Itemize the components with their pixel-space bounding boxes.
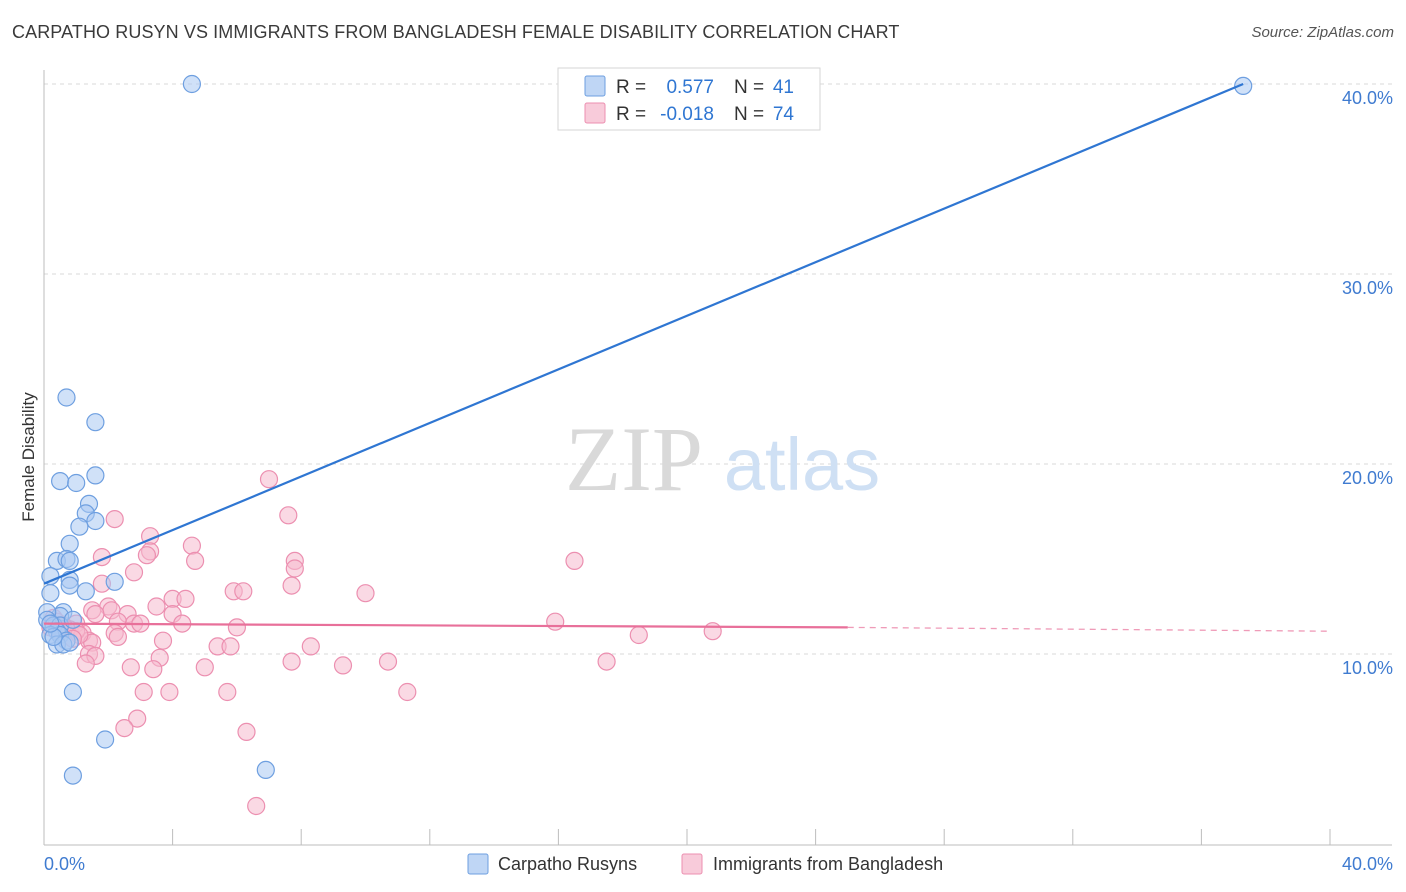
bangladesh-point [76,654,95,673]
carpatho-rusyn-point [70,517,89,536]
bangladesh-point [227,618,246,637]
axes [43,70,1392,846]
carpatho-rusyn-point [256,760,275,780]
carpatho-rusyn-point [86,413,105,432]
bangladesh-point [134,682,153,702]
bangladesh-point [121,658,140,677]
carpatho-rusyn-point [86,466,105,485]
y-tick-label: 10.0% [1342,658,1393,678]
bangladesh-point [144,660,163,679]
stats-swatch-pink [584,102,606,124]
stats-r-label-pink: R = [616,104,646,125]
legend-label-immigrants-from-bangladesh: Immigrants from Bangladesh [713,854,943,874]
trend-line-extension [847,626,1331,632]
bangladesh-point [282,652,301,671]
legend-swatch-carpatho-rusyns [467,853,489,875]
x-tick-label-max: 40.0% [1342,854,1393,874]
trend-line-carpatho-rusyns [43,82,1244,585]
carpatho-rusyn-point [63,766,83,785]
stats-n-value-pink: 74 [773,104,795,125]
bangladesh-point [115,718,134,738]
bangladesh-point [378,652,398,671]
carpatho-rusyn-point [60,576,79,595]
carpatho-rusyn-point [67,473,86,493]
bangladesh-point [237,722,256,742]
bangladesh-point [124,563,144,582]
bangladesh-point [565,551,584,571]
legend-swatch-immigrants-from-bangladesh [681,853,703,875]
bangladesh-point [285,559,304,578]
watermark: ZIP atlas [565,408,880,510]
carpatho-rusyn-point [41,584,60,603]
bangladesh-point [259,470,279,489]
bangladesh-point [186,551,205,571]
bangladesh-point [86,604,105,624]
bangladesh-point [160,682,179,702]
y-tick-labels: 10.0% 20.0% 30.0% 40.0% [1342,88,1393,678]
carpatho-rusyn-point [63,682,83,702]
stats-n-label-pink: N = [734,104,764,125]
stats-n-value-blue: 41 [773,77,794,98]
bangladesh-point [147,597,166,616]
bangladesh-point [247,796,266,816]
bangladesh-point [333,656,353,675]
stats-n-label-blue: N = [734,77,764,98]
bangladesh-point [176,589,195,609]
chart-title: CARPATHO RUSYN VS IMMIGRANTS FROM BANGLA… [12,22,900,42]
stats-legend: R = 0.577 N = 41 R = -0.018 N = 74 [557,67,821,131]
stats-r-value-blue: 0.577 [666,77,714,98]
bangladesh-point [128,709,147,728]
watermark-atlas: atlas [724,423,880,506]
bangladesh-point [195,658,214,677]
bangladesh-point [398,682,417,702]
carpatho-rusyn-point [63,610,83,629]
bangladesh-point [137,546,156,565]
x-tick-label-min: 0.0% [44,854,85,874]
bangladesh-point [546,612,565,631]
y-tick-label: 40.0% [1342,88,1393,108]
bangladesh-point [356,584,375,603]
bangladesh-point [279,506,298,525]
bangladesh-point [234,582,253,601]
bangladesh-point [105,509,124,529]
stats-r-label-blue: R = [616,77,646,98]
carpatho-rusyn-point [95,730,115,749]
carpatho-rusyn-point [60,534,79,553]
series-immigrants-from-bangladesh-points [41,470,722,816]
grid-lines [44,83,1392,655]
y-axis-label: Female Disability [19,392,38,522]
legend-label-carpatho-rusyns: Carpatho Rusyns [498,854,637,874]
bangladesh-point [301,637,320,656]
trend-lines [43,82,1331,632]
y-tick-label: 30.0% [1342,278,1393,298]
carpatho-rusyn-point [86,511,105,531]
bangladesh-point [282,576,301,595]
carpatho-rusyn-point [1234,76,1253,96]
watermark-zip: ZIP [565,408,703,510]
bangladesh-point [182,536,201,555]
bangladesh-point [703,622,722,641]
carpatho-rusyn-point [60,633,79,652]
bangladesh-point [629,625,648,645]
x-tick-labels: 0.0% 40.0% [44,854,1393,874]
stats-swatch-blue [584,75,606,97]
trend-line-immigrants-from-bangladesh [43,622,848,629]
bangladesh-point [221,637,240,656]
series-carpatho-rusyns-points [38,74,1253,785]
carpatho-rusyn-point [182,74,201,94]
series-legend: Carpatho Rusyns Immigrants from Banglade… [467,853,943,875]
stats-r-value-pink: -0.018 [660,104,714,125]
bangladesh-point [108,627,128,647]
bangladesh-point [153,631,173,650]
bangladesh-point [218,682,237,702]
source-credit: Source: ZipAtlas.com [1251,24,1394,41]
bangladesh-point [597,652,616,671]
carpatho-rusyn-point [60,551,79,571]
carpatho-rusyn-point [105,572,124,591]
carpatho-rusyn-point [57,388,76,407]
carpatho-rusyn-point [50,472,70,491]
y-tick-label: 20.0% [1342,468,1393,488]
carpatho-rusyn-point [76,582,95,601]
